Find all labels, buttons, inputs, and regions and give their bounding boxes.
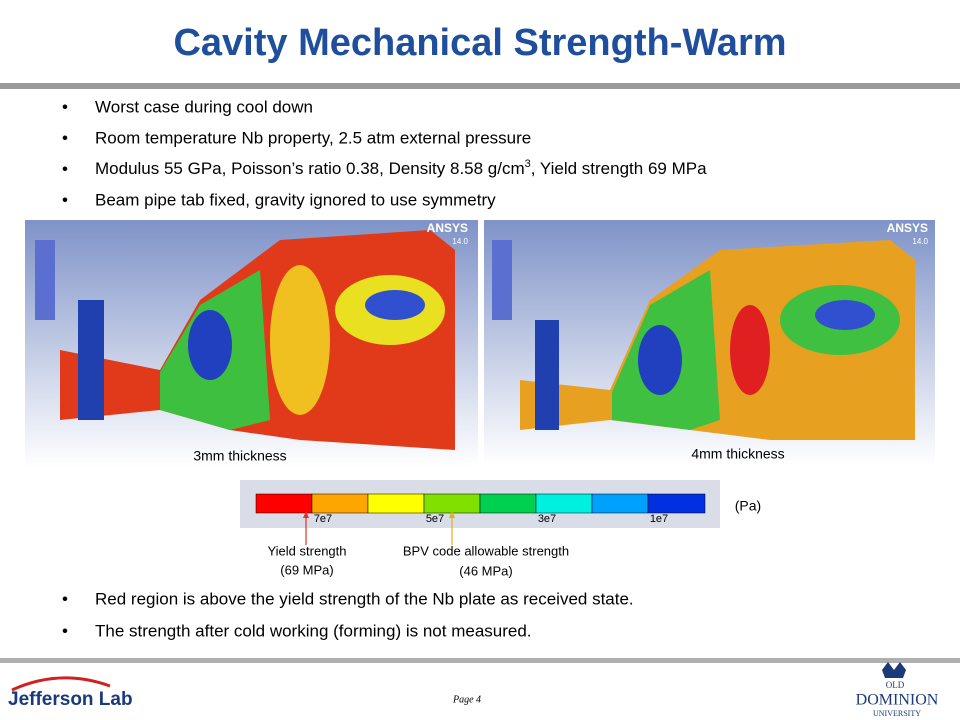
simulation-image-3mm: ANSYS 14.0	[25, 220, 478, 467]
ansys-logo: ANSYS	[887, 221, 928, 235]
bullet: Worst case during cool down	[95, 97, 313, 116]
bullet-dot: •	[62, 589, 68, 608]
footer-divider	[0, 658, 960, 663]
bullet-dot: •	[62, 128, 68, 147]
odu-line2: DOMINION	[856, 692, 939, 709]
bullet: Red region is above the yield strength o…	[95, 589, 634, 608]
annotation: BPV code allowable strength	[403, 543, 569, 558]
colorbar-tick: 1e7	[650, 513, 668, 525]
image-caption: 3mm thickness	[193, 448, 286, 464]
annotation: Yield strength	[267, 543, 346, 558]
jlab-swoosh	[11, 676, 111, 692]
annotation: (46 MPa)	[459, 563, 512, 578]
bullet-dot: •	[62, 621, 68, 640]
colorbar-unit: (Pa)	[735, 498, 761, 514]
ansys-logo: ANSYS	[427, 221, 468, 235]
top-bullets: • Worst case during cool down • Room tem…	[62, 97, 707, 209]
bullet: The strength after cold working (forming…	[95, 621, 532, 640]
superscript: 3	[525, 158, 531, 170]
colorbar-tick: 7e7	[314, 513, 332, 525]
image-caption: 4mm thickness	[691, 446, 784, 462]
bullet: Beam pipe tab fixed, gravity ignored to …	[95, 190, 496, 209]
odu-logo: OLD DOMINION UNIVERSITY	[856, 662, 939, 718]
colorbar-tick: 5e7	[426, 513, 444, 525]
odu-line1: OLD	[886, 680, 905, 690]
bullet-dot: •	[62, 97, 68, 116]
odu-line3: UNIVERSITY	[873, 709, 921, 718]
bullet: Room temperature Nb property, 2.5 atm ex…	[95, 128, 531, 147]
ansys-version: 14.0	[912, 237, 928, 246]
divider	[0, 83, 960, 89]
colorbar: 7e7 5e7 3e7 1e7	[240, 480, 720, 528]
colorbar-tick: 3e7	[538, 513, 556, 525]
jlab-logo: Jefferson Lab	[8, 689, 133, 710]
bullet-part: , Yield strength 69 MPa	[531, 159, 707, 178]
page-number: Page 4	[452, 694, 481, 705]
bullet-dot: •	[62, 190, 68, 209]
bpv-arrowhead	[449, 511, 455, 518]
bullet-dot: •	[62, 159, 68, 178]
title: Cavity Mechanical Strength-Warm	[173, 22, 786, 64]
annotation: (69 MPa)	[280, 562, 333, 577]
bottom-bullets: • Red region is above the yield strength…	[62, 589, 634, 640]
bullet-part: Modulus 55 GPa, Poisson’s ratio 0.38, De…	[95, 159, 525, 178]
yield-arrowhead	[303, 511, 309, 518]
simulation-image-4mm: ANSYS 14.0	[484, 220, 935, 465]
ansys-version: 14.0	[452, 237, 468, 246]
bullet: Modulus 55 GPa, Poisson’s ratio 0.38, De…	[95, 158, 707, 179]
